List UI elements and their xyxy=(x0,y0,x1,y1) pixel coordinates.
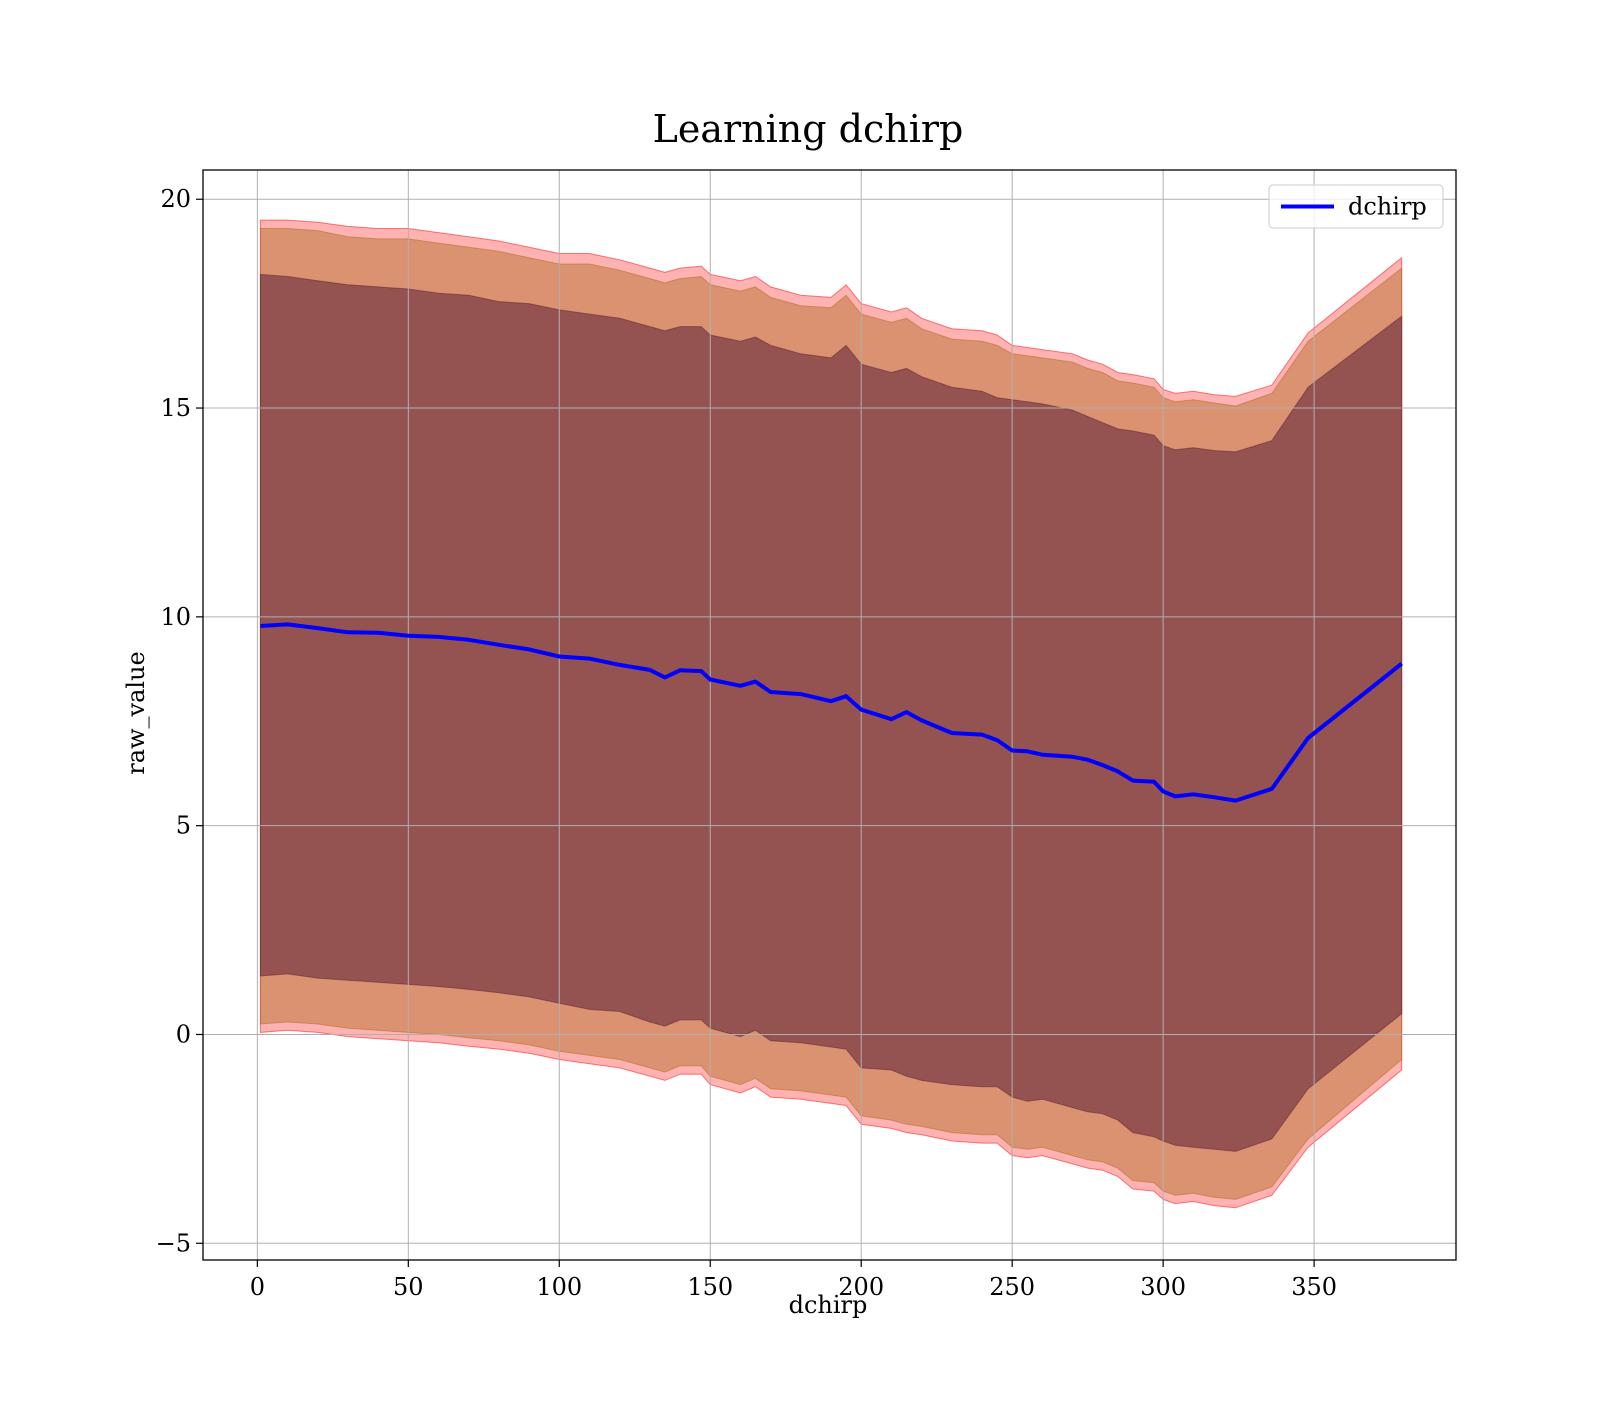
y-tick-label: 20 xyxy=(160,185,191,213)
plot-area: 0 50 100 150 200 250 300 350 −5 0 5 10 15 20 dchirp xyxy=(156,169,1457,1301)
x-tick-label: 300 xyxy=(1140,1273,1186,1301)
x-tick-label: 50 xyxy=(393,1273,424,1301)
x-tick-label: 150 xyxy=(687,1273,733,1301)
x-tick-label: 250 xyxy=(989,1273,1035,1301)
x-tick-label: 0 xyxy=(250,1273,265,1301)
x-tick-label: 100 xyxy=(536,1273,582,1301)
y-tick-label: −5 xyxy=(156,1229,191,1257)
y-tick-label: 0 xyxy=(176,1020,191,1048)
y-tick-label: 5 xyxy=(176,812,191,840)
y-tick-label: 15 xyxy=(160,394,191,422)
y-tick-label: 10 xyxy=(160,603,191,631)
chart-title: Learning dchirp xyxy=(653,107,964,151)
legend-label: dchirp xyxy=(1348,193,1427,221)
x-tick-label: 200 xyxy=(838,1273,884,1301)
legend-box xyxy=(1268,184,1444,229)
x-axis-label: dchirp xyxy=(789,1291,868,1319)
series-line-dchirp xyxy=(260,622,1403,803)
x-tick-label: 350 xyxy=(1291,1273,1337,1301)
y-axis-label: raw_value xyxy=(122,651,150,775)
confidence-band-3 xyxy=(259,273,1403,1152)
axes-frame xyxy=(202,169,1457,1261)
